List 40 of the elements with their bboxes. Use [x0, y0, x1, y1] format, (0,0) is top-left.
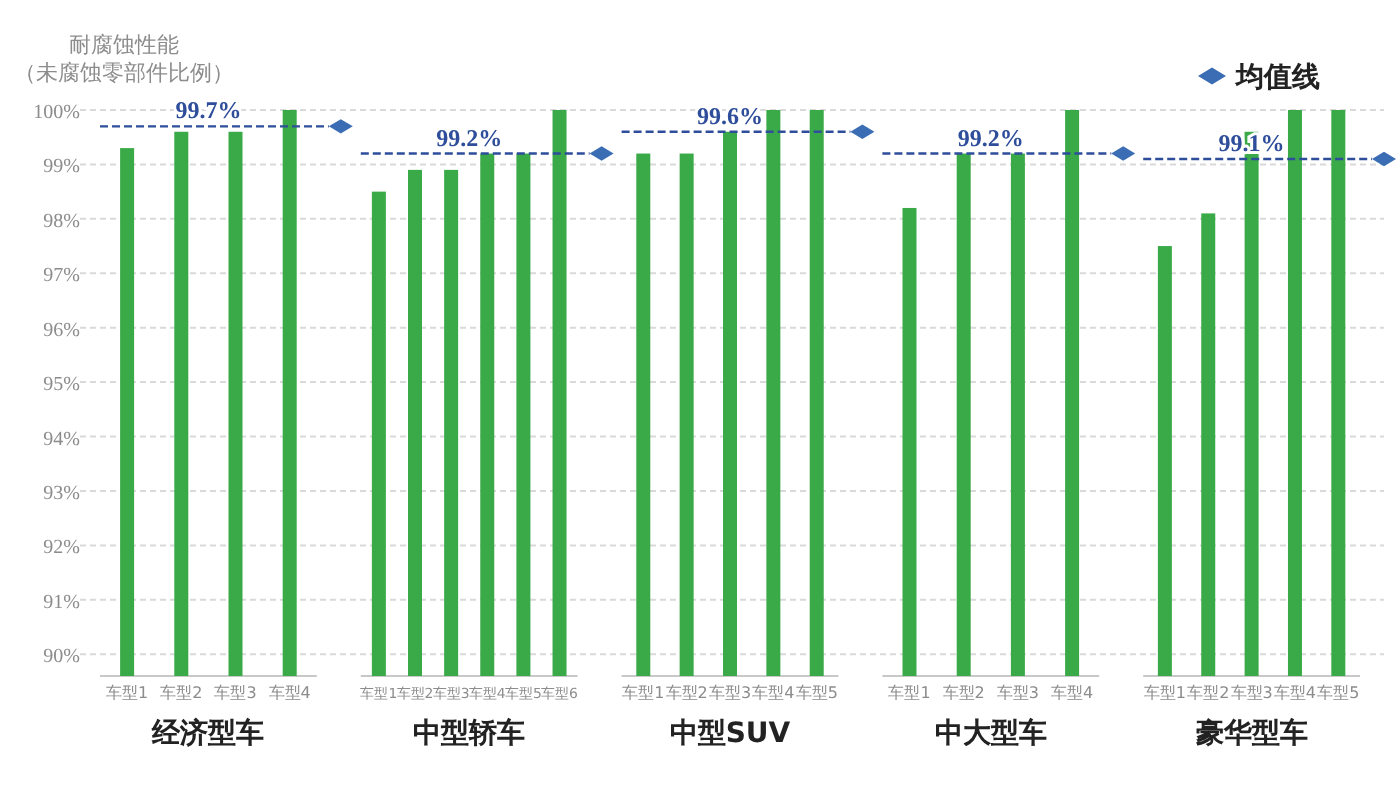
x-tick-label: 车型4: [752, 684, 795, 702]
y-tick-label: 90%: [43, 646, 80, 669]
y-tick-label: 94%: [43, 428, 80, 451]
y-tick-label: 100%: [33, 102, 80, 124]
y-tick-label: 97%: [43, 265, 80, 288]
x-axis-title: 豪华型车: [1193, 716, 1308, 750]
x-tick-label: 车型3: [214, 684, 257, 702]
x-tick-label: 车型3: [996, 684, 1039, 702]
x-tick-label: 车型2: [160, 684, 203, 702]
x-axis-title: 经济型车: [150, 716, 265, 750]
x-tick-label: 车型5: [1317, 684, 1360, 702]
x-tick-label: 车型1: [1143, 684, 1186, 702]
x-tick-label: 车型5: [795, 684, 838, 702]
x-tick-label: 车型2: [942, 684, 985, 702]
x-tick-label: 车型2: [665, 684, 708, 702]
x-tick-label: 车型4: [268, 684, 311, 702]
x-axis-title: 中大型车: [934, 716, 1047, 750]
ref-line-label: 99.7%: [175, 96, 242, 125]
text: 均值线: [1234, 62, 1320, 94]
y-axis-title: 耐腐蚀性能（未腐蚀零部件比例）: [14, 32, 234, 86]
x-axis-title: 中型轿车: [413, 716, 526, 750]
x-tick-label: 车型1: [106, 684, 149, 702]
x-tick-label: 车型1: [888, 684, 931, 702]
y-tick-label: 95%: [43, 374, 80, 397]
y-tick-label: 93%: [43, 482, 80, 505]
x-axis-title: 中型SUV: [669, 718, 791, 750]
ref-line-label: 99.6%: [697, 101, 763, 130]
x-tick-label: 车型4: [1273, 684, 1317, 702]
y-tick-label: 91%: [43, 591, 80, 614]
x-tick-label: 车型3: [1230, 684, 1273, 702]
x-tick-label: 车型2: [1187, 684, 1230, 702]
x-tick-label: 车型3: [708, 684, 752, 702]
y-tick-label: 92%: [43, 537, 80, 560]
y-tick-label: 98%: [43, 210, 80, 233]
ref-line-label: 99.2%: [957, 123, 1024, 152]
x-tick-label: 车型4: [1051, 684, 1094, 702]
x-tick-label: 车型1: [622, 684, 665, 702]
y-tick-label: 99%: [43, 156, 80, 179]
ref-line-label: 99.2%: [436, 123, 503, 152]
y-tick-label: 96%: [43, 319, 80, 342]
